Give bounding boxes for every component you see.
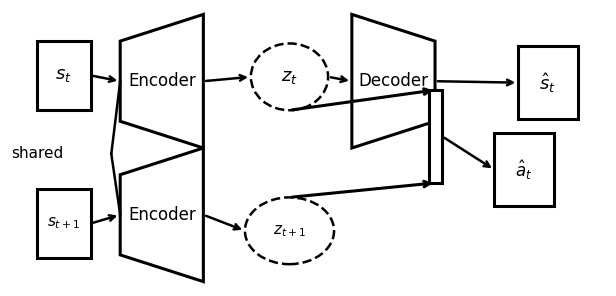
Text: Decoder: Decoder (359, 72, 429, 90)
Text: $s_t$: $s_t$ (55, 66, 72, 84)
Text: Encoder: Encoder (128, 206, 196, 224)
Bar (37, 189, 91, 258)
Text: $\hat{a}_t$: $\hat{a}_t$ (516, 158, 533, 181)
Bar (495, 133, 554, 206)
Bar (37, 41, 91, 110)
Text: shared: shared (12, 146, 64, 161)
Polygon shape (352, 15, 435, 148)
Polygon shape (120, 148, 203, 281)
Text: Encoder: Encoder (128, 72, 196, 90)
Text: $s_{t+1}$: $s_{t+1}$ (47, 216, 80, 231)
Bar (518, 46, 578, 119)
Bar (429, 90, 442, 183)
Text: $\hat{s}_t$: $\hat{s}_t$ (540, 71, 556, 94)
Polygon shape (120, 15, 203, 148)
Text: $z_{t+1}$: $z_{t+1}$ (273, 223, 306, 239)
Text: $z_t$: $z_t$ (281, 68, 298, 86)
